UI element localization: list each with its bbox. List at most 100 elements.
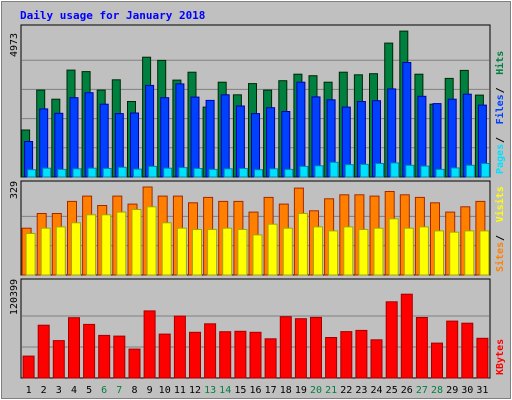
bar-kbytes-day-23 bbox=[355, 329, 368, 379]
x-tick-label-day-23: 23 bbox=[355, 385, 367, 396]
bar-pages-day-29 bbox=[450, 167, 460, 178]
bar-kbytes-day-21 bbox=[325, 337, 338, 379]
x-tick-label-day-16: 16 bbox=[249, 385, 261, 396]
bar-kbytes-day-24 bbox=[370, 339, 383, 379]
bar-files-day-18 bbox=[281, 111, 291, 178]
bar-visits-day-4 bbox=[71, 222, 81, 276]
bar-kbytes-day-12 bbox=[189, 331, 201, 379]
bar-kbytes-day-6 bbox=[98, 334, 111, 379]
bar-kbytes-day-15 bbox=[234, 330, 247, 379]
bar-files-day-9 bbox=[145, 84, 155, 178]
x-tick-label-day-20: 20 bbox=[310, 385, 322, 396]
bar-kbytes-day-9 bbox=[143, 310, 156, 379]
bar-files-day-4 bbox=[69, 97, 79, 178]
x-tick-label-day-28: 28 bbox=[431, 385, 443, 396]
x-tick-label-day-18: 18 bbox=[280, 385, 292, 396]
bar-kbytes-day-31 bbox=[476, 337, 489, 379]
bar-files-day-29 bbox=[447, 98, 457, 178]
legend-visits: Visits bbox=[494, 186, 506, 222]
bar-pages-day-16 bbox=[254, 169, 263, 178]
bar-kbytes-day-1 bbox=[22, 355, 35, 379]
bar-pages-day-24 bbox=[375, 163, 384, 178]
bar-visits-day-23 bbox=[358, 229, 369, 276]
bar-files-day-6 bbox=[99, 103, 109, 178]
bar-pages-day-13 bbox=[208, 168, 218, 178]
bar-pages-day-4 bbox=[72, 168, 82, 178]
bar-kbytes-day-17 bbox=[264, 338, 277, 379]
x-tick-label-day-15: 15 bbox=[234, 385, 246, 396]
bar-visits-day-11 bbox=[176, 227, 187, 276]
bar-pages-day-30 bbox=[465, 164, 475, 178]
bars-hits-files-pages bbox=[21, 30, 490, 178]
x-tick-label-day-11: 11 bbox=[174, 385, 186, 396]
bar-files-day-28 bbox=[432, 103, 442, 178]
bar-kbytes-day-8 bbox=[128, 348, 141, 379]
bar-visits-day-5 bbox=[86, 214, 97, 276]
bar-pages-day-12 bbox=[193, 168, 203, 178]
bar-visits-day-2 bbox=[40, 227, 51, 276]
x-axis-day-labels: 1 2 3 4 5 6 7 8 9 10 11 12 13 14 15 16 17 18 19 20 21 22 23 24 2… bbox=[26, 385, 489, 396]
bar-kbytes-day-3 bbox=[52, 340, 65, 379]
bar-kbytes-day-29 bbox=[446, 320, 459, 379]
bar-pages-day-2 bbox=[42, 167, 52, 178]
bar-files-day-27 bbox=[417, 95, 427, 178]
x-tick-label-day-31: 31 bbox=[476, 385, 488, 396]
bar-files-day-10 bbox=[160, 97, 170, 178]
legend-separator: / bbox=[495, 235, 506, 241]
legend-files: Files bbox=[494, 94, 506, 124]
chart-title: Daily usage for January 2018 bbox=[20, 9, 205, 22]
bar-files-day-30 bbox=[462, 93, 472, 178]
bar-pages-day-17 bbox=[269, 168, 279, 178]
bar-files-day-14 bbox=[220, 94, 230, 178]
bar-pages-day-26 bbox=[405, 164, 415, 178]
bar-files-day-5 bbox=[84, 92, 94, 178]
bar-files-day-8 bbox=[130, 112, 139, 178]
bar-visits-day-28 bbox=[434, 230, 444, 276]
x-tick-label-day-17: 17 bbox=[265, 385, 277, 396]
bar-files-day-11 bbox=[175, 83, 185, 178]
bar-visits-day-18 bbox=[282, 227, 293, 276]
bar-visits-day-24 bbox=[373, 227, 384, 276]
bar-pages-day-21 bbox=[329, 161, 339, 178]
x-tick-label-day-6: 6 bbox=[101, 385, 107, 396]
bar-pages-day-23 bbox=[359, 163, 369, 178]
legend-kbytes: KBytes bbox=[495, 339, 506, 375]
bar-visits-day-21 bbox=[328, 230, 339, 276]
bar-visits-day-16 bbox=[252, 234, 263, 276]
x-tick-label-day-25: 25 bbox=[386, 385, 398, 396]
bar-pages-day-14 bbox=[223, 168, 233, 178]
bar-visits-day-31 bbox=[479, 230, 490, 276]
bar-files-day-3 bbox=[54, 112, 64, 178]
bar-files-day-15 bbox=[235, 105, 245, 178]
legend-sites-visits: Sites / Visits bbox=[494, 186, 506, 272]
bar-pages-day-19 bbox=[299, 165, 309, 178]
y-max-label-sites: 329 bbox=[9, 181, 20, 199]
bar-pages-day-5 bbox=[87, 167, 97, 178]
x-tick-label-day-5: 5 bbox=[86, 385, 92, 396]
legend-separator: / bbox=[495, 87, 506, 93]
bar-files-day-16 bbox=[251, 113, 260, 178]
bar-visits-day-25 bbox=[388, 218, 399, 276]
bar-visits-day-30 bbox=[464, 230, 475, 276]
bar-pages-day-6 bbox=[102, 168, 112, 178]
bar-visits-day-26 bbox=[403, 227, 414, 276]
bar-visits-day-22 bbox=[343, 226, 354, 276]
legend-separator: / bbox=[495, 137, 506, 143]
bar-kbytes-day-5 bbox=[83, 323, 96, 379]
bar-visits-day-13 bbox=[207, 229, 218, 276]
bar-visits-day-27 bbox=[418, 226, 429, 276]
bar-files-day-19 bbox=[296, 81, 306, 178]
bar-files-day-12 bbox=[190, 96, 200, 178]
bar-kbytes-day-28 bbox=[431, 342, 443, 379]
x-tick-label-day-13: 13 bbox=[204, 385, 216, 396]
bar-files-day-17 bbox=[266, 107, 276, 178]
bar-pages-day-3 bbox=[57, 168, 67, 178]
x-tick-label-day-7: 7 bbox=[116, 385, 122, 396]
bar-pages-day-27 bbox=[420, 165, 430, 178]
bar-kbytes-day-10 bbox=[158, 333, 171, 379]
bar-pages-day-7 bbox=[117, 166, 127, 178]
bar-pages-day-31 bbox=[480, 163, 490, 178]
x-tick-label-day-30: 30 bbox=[461, 385, 473, 396]
x-tick-label-day-22: 22 bbox=[340, 385, 352, 396]
bar-kbytes-day-18 bbox=[279, 316, 292, 379]
